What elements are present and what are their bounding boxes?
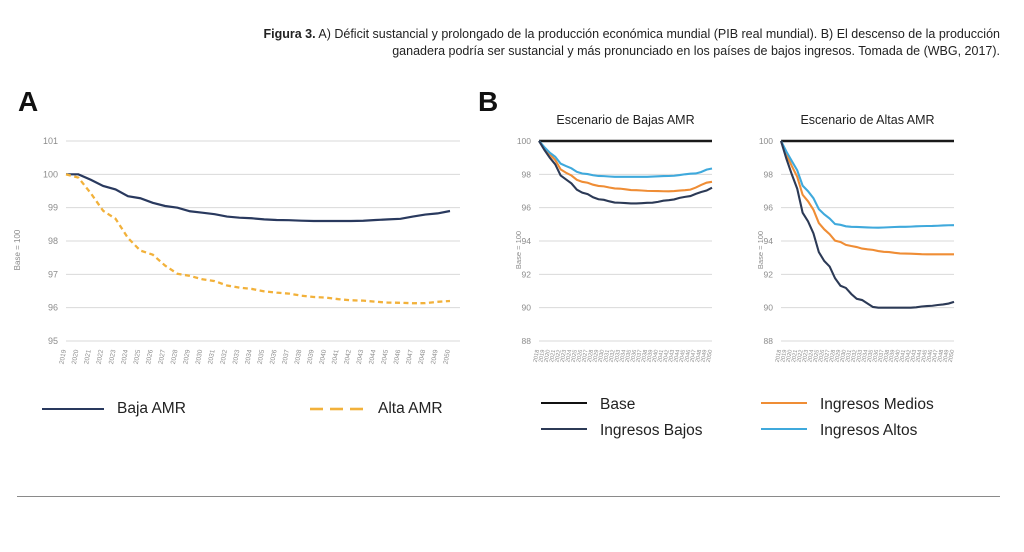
svg-text:2025: 2025 (133, 349, 142, 365)
svg-text:2046: 2046 (393, 349, 402, 365)
svg-text:2032: 2032 (220, 349, 229, 365)
svg-text:2019: 2019 (59, 349, 68, 365)
svg-text:96: 96 (48, 303, 58, 313)
svg-text:92: 92 (522, 269, 532, 279)
svg-text:2029: 2029 (182, 349, 191, 365)
svg-text:2047: 2047 (405, 349, 414, 365)
svg-text:Base = 100: Base = 100 (756, 231, 765, 269)
svg-text:Escenario de Bajas AMR: Escenario de Bajas AMR (556, 113, 694, 127)
svg-text:2028: 2028 (170, 349, 179, 365)
svg-text:88: 88 (522, 336, 532, 346)
svg-text:2050: 2050 (443, 349, 452, 365)
svg-text:100: 100 (759, 136, 773, 146)
svg-text:2034: 2034 (244, 349, 253, 365)
svg-text:2045: 2045 (381, 349, 390, 365)
svg-text:88: 88 (764, 336, 774, 346)
svg-text:100: 100 (517, 136, 531, 146)
svg-text:2044: 2044 (368, 349, 377, 365)
svg-text:2026: 2026 (145, 349, 154, 365)
svg-text:2037: 2037 (281, 349, 290, 365)
svg-text:2035: 2035 (257, 349, 266, 365)
svg-text:2036: 2036 (269, 349, 278, 365)
svg-text:2043: 2043 (356, 349, 365, 365)
svg-text:98: 98 (48, 236, 58, 246)
svg-text:2024: 2024 (120, 349, 129, 365)
svg-text:2050: 2050 (706, 349, 714, 363)
svg-text:2023: 2023 (108, 349, 117, 365)
svg-text:95: 95 (48, 336, 58, 346)
svg-text:100: 100 (43, 169, 58, 179)
svg-text:Base = 100: Base = 100 (13, 229, 22, 270)
svg-text:Escenario de Altas AMR: Escenario de Altas AMR (800, 113, 934, 127)
svg-text:2038: 2038 (294, 349, 303, 365)
svg-text:2031: 2031 (207, 349, 216, 365)
svg-text:2049: 2049 (430, 349, 439, 365)
svg-text:97: 97 (48, 269, 58, 279)
svg-text:2041: 2041 (331, 349, 340, 365)
svg-text:2042: 2042 (343, 349, 352, 365)
svg-text:2021: 2021 (83, 349, 92, 365)
svg-text:98: 98 (522, 169, 532, 179)
svg-text:2040: 2040 (319, 349, 328, 365)
svg-text:2030: 2030 (195, 349, 204, 365)
svg-text:2048: 2048 (418, 349, 427, 365)
svg-text:98: 98 (764, 169, 774, 179)
svg-text:2027: 2027 (158, 349, 167, 365)
svg-text:90: 90 (764, 303, 774, 313)
svg-text:2020: 2020 (71, 349, 80, 365)
svg-text:99: 99 (48, 203, 58, 213)
svg-text:Base = 100: Base = 100 (514, 231, 523, 269)
svg-text:90: 90 (522, 303, 532, 313)
svg-text:96: 96 (522, 203, 532, 213)
svg-text:92: 92 (764, 269, 774, 279)
svg-text:2022: 2022 (96, 349, 105, 365)
svg-text:96: 96 (764, 203, 774, 213)
svg-text:2033: 2033 (232, 349, 241, 365)
svg-text:101: 101 (43, 136, 58, 146)
svg-text:2039: 2039 (306, 349, 315, 365)
svg-text:2050: 2050 (948, 349, 956, 363)
